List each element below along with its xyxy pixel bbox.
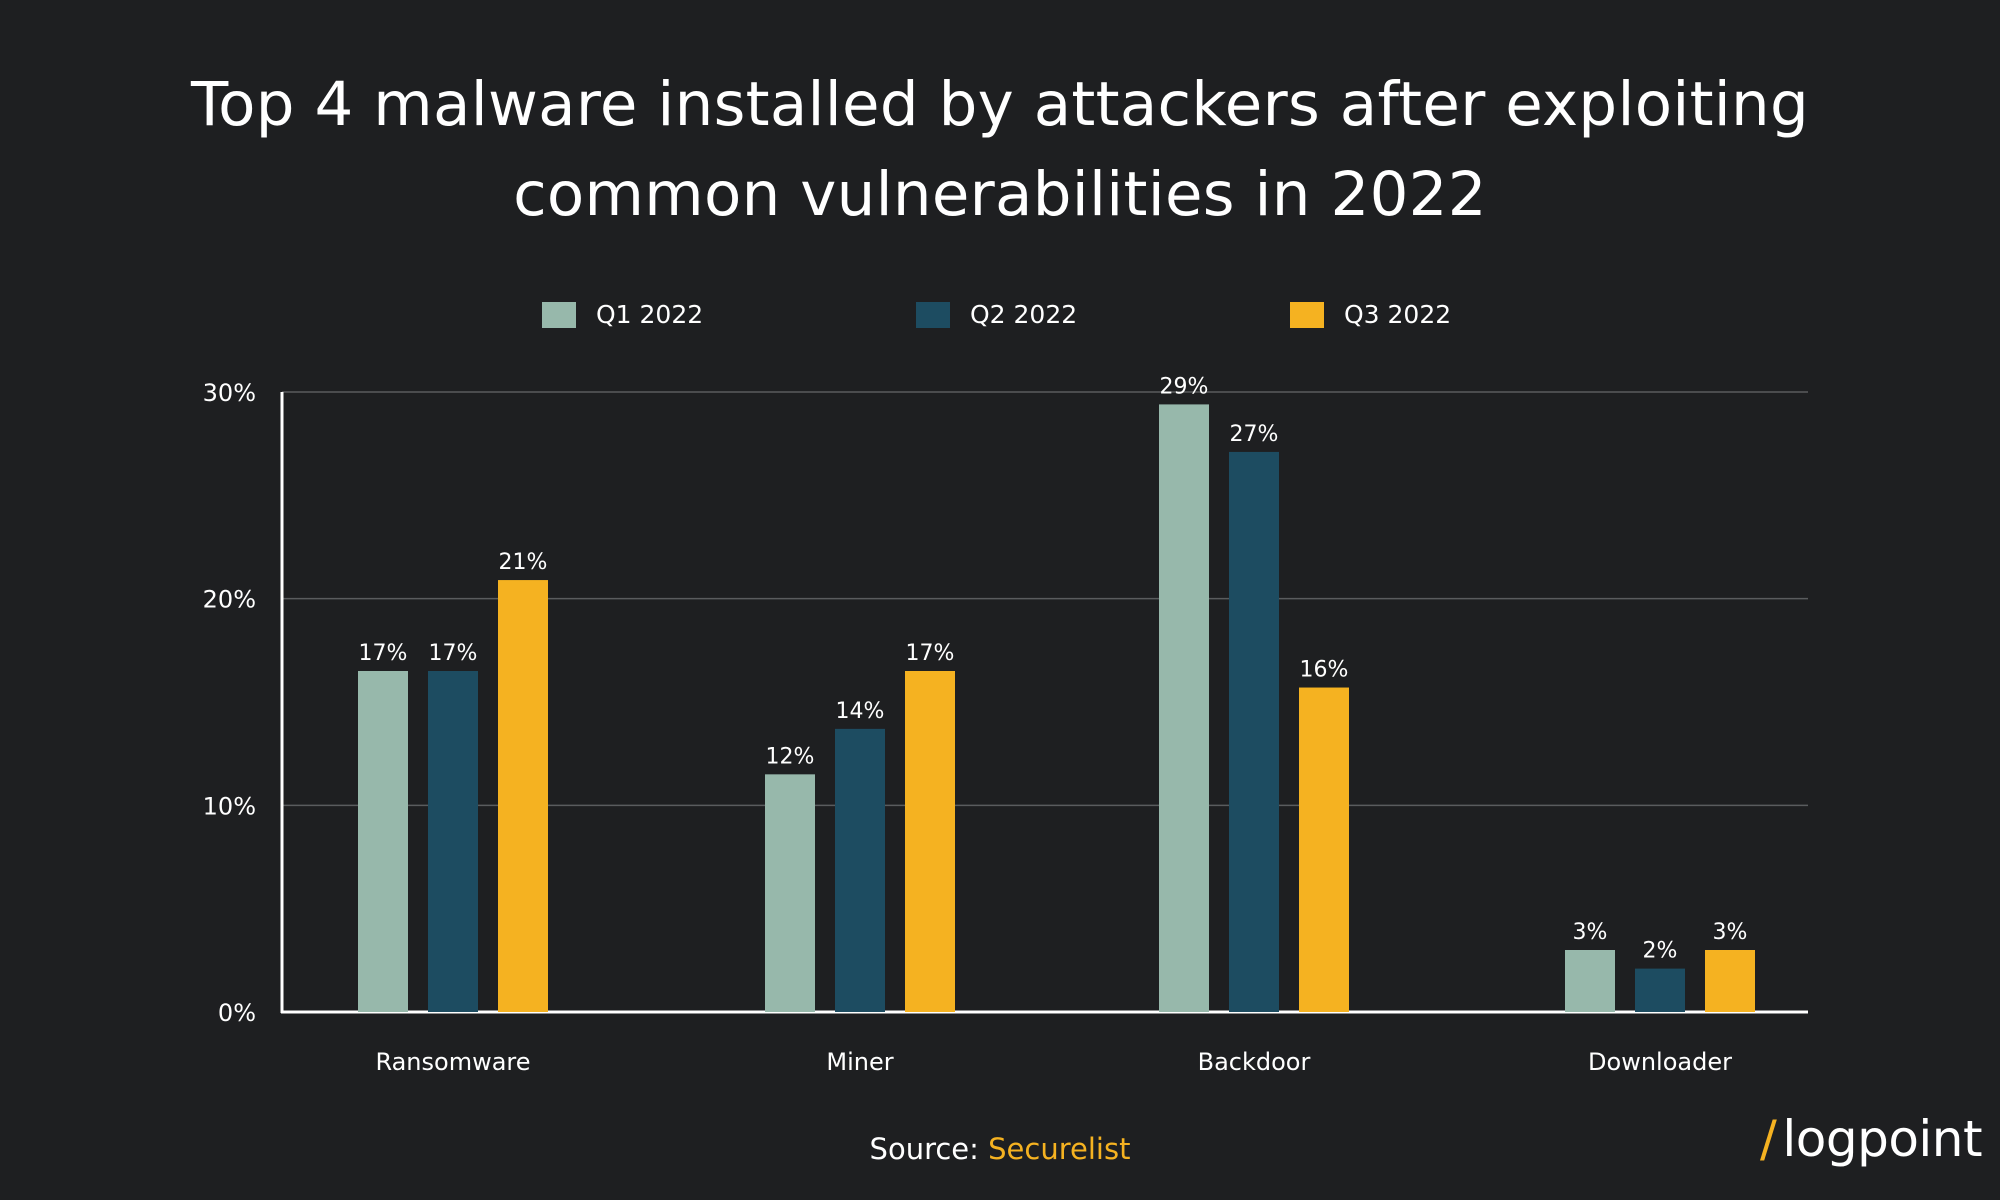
legend-item-q2: Q2 2022 xyxy=(916,300,1077,329)
bar xyxy=(765,774,815,1012)
bar xyxy=(1635,968,1685,1012)
x-tick-label: Ransomware xyxy=(375,1048,530,1076)
y-tick-label: 0% xyxy=(218,999,256,1027)
bar xyxy=(498,580,548,1012)
source-link[interactable]: Securelist xyxy=(988,1132,1131,1166)
y-tick-label: 30% xyxy=(203,379,256,407)
chart-title: Top 4 malware installed by attackers aft… xyxy=(0,60,2000,240)
x-tick-label: Backdoor xyxy=(1198,1048,1311,1076)
bar xyxy=(1159,404,1209,1012)
bar xyxy=(1565,950,1615,1012)
data-label: 29% xyxy=(1160,374,1209,399)
y-tick-label: 20% xyxy=(203,586,256,614)
title-line-1: Top 4 malware installed by attackers aft… xyxy=(190,69,1810,140)
bar xyxy=(835,728,885,1012)
bar xyxy=(1705,950,1755,1012)
x-tick-label: Miner xyxy=(826,1048,893,1076)
data-label: 27% xyxy=(1230,422,1279,447)
title-line-2: common vulnerabilities in 2022 xyxy=(513,159,1487,230)
legend-swatch-q1 xyxy=(542,301,576,328)
legend-label-q2: Q2 2022 xyxy=(970,300,1078,329)
logo-slash: / xyxy=(1760,1110,1777,1168)
legend-item-q1: Q1 2022 xyxy=(542,300,703,329)
source-line: Source: Securelist xyxy=(0,1132,2000,1166)
legend-swatch-q2 xyxy=(916,301,950,328)
data-label: 17% xyxy=(429,641,478,666)
bar xyxy=(1299,687,1349,1012)
data-label: 17% xyxy=(359,641,408,666)
bar xyxy=(428,671,478,1012)
data-label: 14% xyxy=(836,699,885,724)
data-label: 3% xyxy=(1713,920,1748,945)
bar xyxy=(905,671,955,1012)
data-label: 2% xyxy=(1643,939,1678,964)
source-label: Source: xyxy=(869,1132,979,1166)
x-tick-label: Downloader xyxy=(1588,1048,1732,1076)
data-label: 12% xyxy=(766,744,815,769)
bar xyxy=(358,671,408,1012)
legend-label-q1: Q1 2022 xyxy=(596,300,704,329)
bar xyxy=(1229,451,1279,1012)
y-tick-label: 10% xyxy=(203,792,256,820)
data-label: 3% xyxy=(1573,920,1608,945)
legend-label-q3: Q3 2022 xyxy=(1344,300,1452,329)
logpoint-logo: / logpoint xyxy=(1760,1110,1983,1168)
logo-text: logpoint xyxy=(1782,1110,1983,1168)
data-label: 21% xyxy=(499,550,548,575)
legend-swatch-q3 xyxy=(1290,301,1324,328)
legend-item-q3: Q3 2022 xyxy=(1290,300,1451,329)
data-label: 17% xyxy=(906,641,955,666)
data-label: 16% xyxy=(1300,658,1349,683)
bar-chart: 0% 10% 20% 30% 17% 17% 21% Ransomware 12% 14% 17% M… xyxy=(203,374,1808,1076)
legend: Q1 2022 Q2 2022 Q3 2022 xyxy=(0,300,2000,340)
